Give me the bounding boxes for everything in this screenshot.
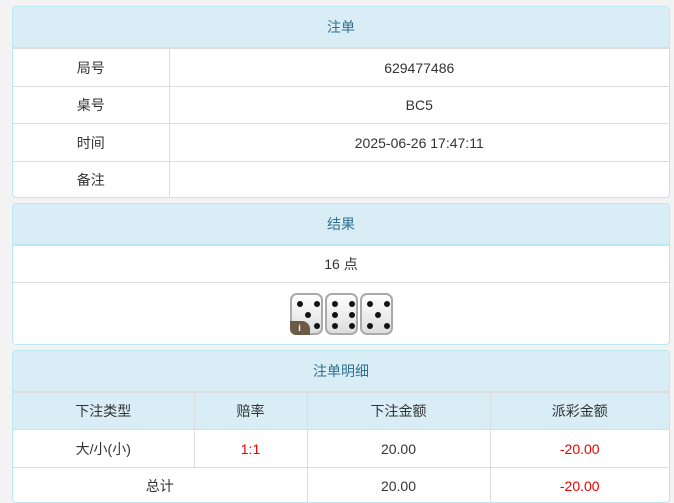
pip bbox=[383, 322, 390, 329]
label: 时间 bbox=[13, 123, 169, 162]
header-bet: 下注金额 bbox=[306, 392, 490, 430]
value: 629477486 bbox=[168, 48, 669, 87]
pip bbox=[348, 311, 355, 318]
order-panel-title: 注单 bbox=[13, 7, 669, 48]
bet-amount: 20.00 bbox=[306, 429, 490, 468]
result-panel-title: 结果 bbox=[13, 204, 669, 245]
value bbox=[168, 161, 669, 197]
value: 2025-06-26 17:47:11 bbox=[168, 123, 669, 162]
row-round: 局号 629477486 bbox=[13, 48, 669, 87]
pip bbox=[348, 322, 355, 329]
detail-panel-title: 注单明细 bbox=[13, 351, 669, 392]
value: BC5 bbox=[168, 86, 669, 124]
die-5-icon: i bbox=[289, 292, 323, 335]
row-time: 时间 2025-06-26 17:47:11 bbox=[13, 123, 669, 162]
pip bbox=[313, 300, 320, 307]
total-bet: 20.00 bbox=[306, 467, 490, 502]
info-icon[interactable]: i bbox=[289, 320, 310, 335]
row-table: 桌号 BC5 bbox=[13, 86, 669, 124]
pip bbox=[296, 300, 303, 307]
pip bbox=[331, 300, 338, 307]
table-row: 大/小(小) 1:1 20.00 -20.00 bbox=[13, 429, 669, 468]
order-panel: 注单 局号 629477486 桌号 BC5 时间 2025-06-26 17:47:… bbox=[12, 6, 670, 198]
die-6-icon bbox=[324, 292, 358, 335]
total-payout: -20.00 bbox=[489, 467, 669, 502]
die-5-icon bbox=[359, 292, 393, 335]
odds: 1:1 bbox=[193, 429, 307, 468]
label: 备注 bbox=[13, 161, 169, 197]
header-payout: 派彩金额 bbox=[489, 392, 669, 430]
payout: -20.00 bbox=[489, 429, 669, 468]
pip bbox=[313, 322, 320, 329]
detail-panel: 注单明细 下注类型 赔率 下注金额 派彩金额 大/小(小) 1:1 20.00 … bbox=[12, 350, 670, 503]
pip bbox=[375, 311, 381, 318]
dice-row: i bbox=[13, 282, 669, 344]
header-type: 下注类型 bbox=[13, 392, 194, 430]
row-remark: 备注 bbox=[13, 161, 669, 197]
total-row: 总计 20.00 -20.00 bbox=[13, 467, 669, 502]
header-odds: 赔率 bbox=[193, 392, 307, 430]
pip bbox=[305, 311, 311, 318]
points: 16 点 bbox=[13, 245, 669, 283]
total-label: 总计 bbox=[13, 467, 307, 502]
result-panel: 结果 16 点 i bbox=[12, 203, 670, 345]
pip bbox=[366, 322, 373, 329]
label: 局号 bbox=[13, 48, 169, 87]
label: 桌号 bbox=[13, 86, 169, 124]
order-table: 局号 629477486 桌号 BC5 时间 2025-06-26 17:47:11 … bbox=[13, 48, 669, 197]
bet-type: 大/小(小) bbox=[13, 429, 194, 468]
pip bbox=[331, 311, 338, 318]
detail-table: 下注类型 赔率 下注金额 派彩金额 大/小(小) 1:1 20.00 -20.0… bbox=[13, 392, 669, 502]
pip bbox=[348, 300, 355, 307]
pip bbox=[366, 300, 373, 307]
pip bbox=[331, 322, 338, 329]
pip bbox=[383, 300, 390, 307]
